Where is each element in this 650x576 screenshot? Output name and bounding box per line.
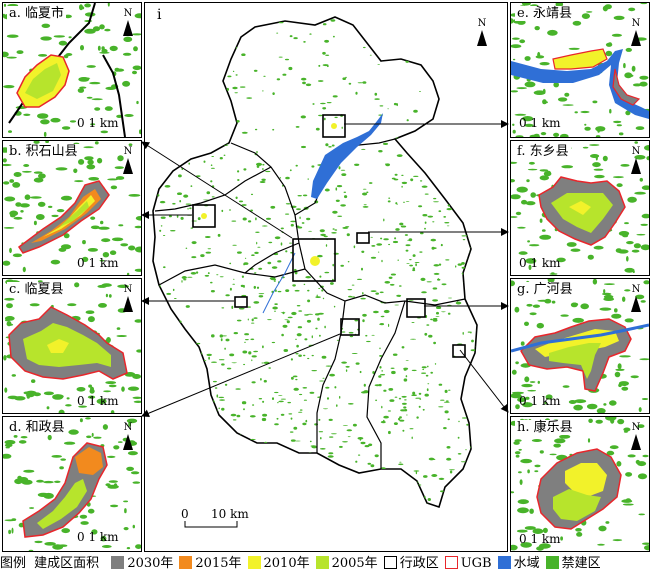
urban-area-2010 <box>569 201 591 215</box>
legend-subtitle: 建成区面积 <box>34 556 100 571</box>
urban-area-2005 <box>59 201 89 227</box>
north-arrow-icon: N <box>121 147 135 174</box>
north-arrow-icon: N <box>629 423 643 450</box>
panel-h-map <box>511 417 649 551</box>
north-arrow-icon: N <box>121 9 135 36</box>
legend-item: 水域 <box>497 552 540 576</box>
legend-swatch <box>444 556 458 569</box>
urban-area <box>612 68 641 106</box>
legend-item: 禁建区 <box>545 552 601 576</box>
panel-label: c. 临夏县 <box>7 282 66 297</box>
locator-box-g <box>406 298 426 318</box>
locator-box-a <box>292 238 336 282</box>
legend-label: 水域 <box>513 556 540 571</box>
urban-area-2015 <box>75 447 103 475</box>
legend-item: UGB <box>444 552 492 576</box>
panel-label: h. 康乐县 <box>515 420 575 435</box>
legend-item: 2030年 <box>111 552 173 576</box>
legend-items: 2030年 2015年 2010年 2005年 行政区 UGB 水域 禁建区 <box>111 556 606 571</box>
panel-label: f. 东乡县 <box>515 144 571 159</box>
panel-c-linxia-county: c. 临夏县 N 0 1 km <box>2 278 142 414</box>
panel-h-kangle: h. 康乐县 N 0 1 km <box>510 416 650 552</box>
urban-area-2005 <box>553 489 601 521</box>
legend-swatch <box>315 556 329 569</box>
urban-area-2005 <box>549 343 601 379</box>
north-arrow-icon: N <box>121 423 135 450</box>
panel-f-dongxiang: f. 东乡县 N 0 1 km <box>510 140 650 276</box>
scale-bar: 0 1 km <box>519 532 561 546</box>
scale-label-start: 0 <box>181 507 189 521</box>
scale-bar: 0 1 km <box>77 256 119 270</box>
legend-swatch <box>179 556 193 569</box>
locator-box-c <box>234 296 248 308</box>
legend-label: 2015年 <box>195 556 242 571</box>
urban-area-2010 <box>43 195 95 237</box>
legend-label: 行政区 <box>399 556 439 571</box>
panel-g-guanghe: g. 广河县 N 0 1 km <box>510 278 650 414</box>
panel-label: d. 和政县 <box>7 420 67 435</box>
panel-label: a. 临夏市 <box>7 6 67 21</box>
admin-boundary <box>102 54 126 137</box>
scale-bar-main <box>184 521 238 528</box>
scale-label-end: 10 km <box>211 507 249 521</box>
scale-bar: 0 1 km <box>77 530 119 544</box>
panel-b-jishishan: b. 积石山县 N 0 1 km <box>2 140 142 276</box>
north-arrow-icon: N <box>629 285 643 312</box>
urban-area <box>552 48 608 70</box>
panel-e-yongjing: e. 永靖县 N 0 1 km <box>510 2 650 138</box>
urban-area-2010 <box>565 463 607 497</box>
legend-item: 2005年 <box>315 552 378 576</box>
scale-bar: 0 1 km <box>77 394 119 408</box>
legend-item: 2010年 <box>247 552 310 576</box>
panel-d-map <box>3 417 141 551</box>
panel-e-map <box>511 3 649 137</box>
legend-title: 图例 <box>0 556 27 571</box>
legend-label: 2005年 <box>331 556 378 571</box>
panel-label: e. 永靖县 <box>515 6 574 21</box>
urban-area-2010 <box>47 339 69 353</box>
panel-label: b. 积石山县 <box>7 144 80 159</box>
main-map <box>152 16 478 528</box>
legend-swatch <box>111 556 125 569</box>
scale-bar: 0 1 km <box>77 116 119 130</box>
scale-bar: 0 1 km <box>519 116 561 130</box>
legend-label: UGB <box>460 556 492 571</box>
river-water <box>262 252 296 314</box>
river-water <box>511 323 649 353</box>
legend-label: 2030年 <box>127 556 174 571</box>
scale-bar: 0 1 km <box>519 394 561 408</box>
locator-box-e <box>322 114 346 138</box>
panel-label: g. 广河县 <box>515 282 575 297</box>
panel-d-hezheng: d. 和政县 N 0 1 km <box>2 416 142 552</box>
panel-a-linxia-city: a. 临夏市 N 0 1 km <box>2 2 142 138</box>
legend-item: 行政区 <box>383 552 439 576</box>
river-water <box>511 49 649 119</box>
north-arrow-icon: N <box>121 285 135 312</box>
locator-box-d <box>340 318 360 336</box>
urban-area-2005 <box>37 479 87 529</box>
legend-item: 2015年 <box>179 552 242 576</box>
legend-label: 2010年 <box>263 556 310 571</box>
main-map-panel: i N 0 10 km <box>144 2 508 552</box>
legend-swatch <box>497 556 511 569</box>
legend-swatch <box>247 556 261 569</box>
panel-g-map <box>511 279 649 413</box>
panel-c-map <box>3 279 141 413</box>
scale-bar: 0 1 km <box>519 256 561 270</box>
locator-box-f <box>356 232 370 244</box>
legend-swatch <box>545 556 559 569</box>
north-arrow-icon: N <box>475 19 489 46</box>
reservoir-water <box>311 113 383 199</box>
legend-label: 禁建区 <box>561 556 601 571</box>
legend: 图例 建成区面积 2030年 2015年 2010年 2005年 行政区 UGB 水域 禁建区 <box>0 552 650 576</box>
panel-b-map <box>3 141 141 275</box>
north-arrow-icon: N <box>629 147 643 174</box>
legend-swatch <box>383 556 397 569</box>
main-map-label: i <box>157 7 162 23</box>
north-arrow-icon: N <box>629 19 643 46</box>
urban-area-2005 <box>25 63 61 99</box>
